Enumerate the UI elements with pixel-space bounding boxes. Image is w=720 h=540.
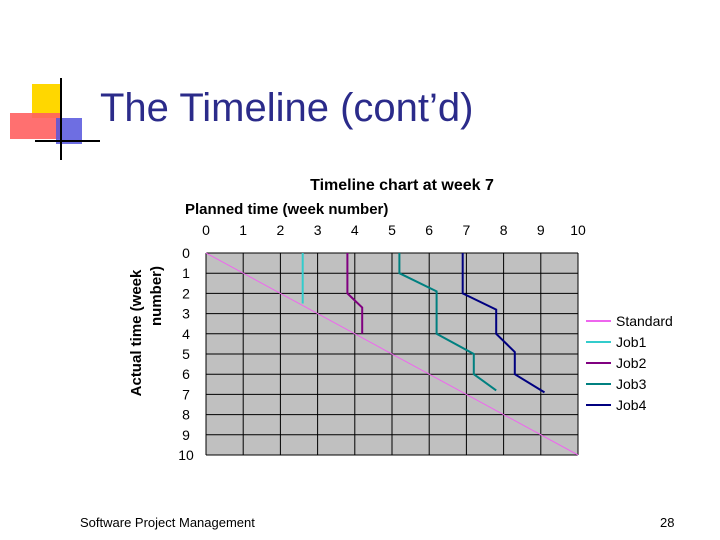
y-tick-label: 7 (182, 386, 190, 402)
series-line-job4 (461, 253, 546, 394)
legend-label-job1: Job1 (616, 334, 647, 350)
x-tick-label: 3 (314, 222, 322, 238)
legend-label-job3: Job3 (616, 376, 647, 392)
x-tick-label: 6 (425, 222, 433, 238)
logo-red-bar (10, 113, 60, 139)
y-tick-label: 4 (182, 326, 190, 342)
legend-label-job2: Job2 (616, 355, 647, 371)
x-tick-label: 0 (202, 222, 210, 238)
y-tick-label: 3 (182, 306, 190, 322)
chart-title: Timeline chart at week 7 (310, 177, 494, 194)
x-tick-label: 7 (463, 222, 471, 238)
y-axis-label-line1: Actual time (week (128, 269, 145, 396)
series-line-job3 (398, 253, 497, 392)
x-tick-label: 8 (500, 222, 508, 238)
x-tick-label: 9 (537, 222, 545, 238)
x-tick-label: 1 (239, 222, 247, 238)
decorative-logo-icon (10, 78, 100, 160)
y-tick-label: 1 (182, 265, 190, 281)
y-tick-label: 2 (182, 285, 190, 301)
y-tick-label: 0 (182, 245, 190, 261)
y-tick-label: 10 (178, 447, 194, 463)
legend-label-standard: Standard (616, 313, 673, 329)
series-line-standard (205, 252, 579, 456)
footer-text: Software Project Management (80, 515, 255, 530)
y-tick-label: 5 (182, 346, 190, 362)
y-tick-label: 6 (182, 366, 190, 382)
x-axis-label: Planned time (week number) (185, 201, 388, 218)
slide-title: The Timeline (cont’d) (100, 86, 474, 130)
x-tick-label: 10 (570, 222, 586, 238)
series-line-job2 (346, 253, 364, 334)
y-tick-label: 9 (182, 427, 190, 443)
page-number: 28 (660, 515, 675, 530)
x-tick-label: 4 (351, 222, 359, 238)
y-axis-label-line2: number) (148, 266, 165, 326)
x-tick-label: 5 (388, 222, 396, 238)
y-tick-label: 8 (182, 407, 190, 423)
x-tick-label: 2 (277, 222, 285, 238)
legend-label-job4: Job4 (616, 397, 647, 413)
logo-yellow-square (32, 84, 60, 118)
